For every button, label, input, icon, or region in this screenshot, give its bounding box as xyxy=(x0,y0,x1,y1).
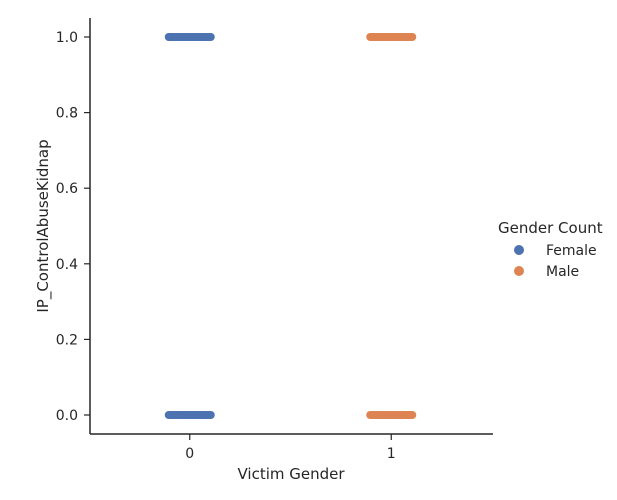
y-tick-label: 0.2 xyxy=(56,332,78,348)
data-point xyxy=(206,33,215,41)
y-axis-label: IP_ControlAbuseKidnap xyxy=(34,139,53,312)
legend-marker-female xyxy=(514,245,524,255)
y-tick-label: 1.0 xyxy=(56,30,78,46)
plot-area xyxy=(164,33,417,419)
x-tick-label: 0 xyxy=(185,446,194,462)
series-female xyxy=(164,33,215,419)
y-axis: 0.0 0.2 0.4 0.6 0.8 1.0 xyxy=(56,18,91,434)
y-tick-label: 0.8 xyxy=(56,106,78,122)
y-tick-label: 0.0 xyxy=(56,408,78,424)
data-point xyxy=(408,33,417,41)
x-tick-label: 1 xyxy=(387,446,396,462)
series-male xyxy=(366,33,417,419)
legend-title: Gender Count xyxy=(498,219,603,237)
data-point xyxy=(408,411,417,419)
y-tick-label: 0.6 xyxy=(56,181,78,197)
data-point xyxy=(206,411,215,419)
legend-marker-male xyxy=(514,266,524,276)
x-axis-label: Victim Gender xyxy=(237,465,345,483)
y-tick-label: 0.4 xyxy=(56,257,78,273)
legend-label-female: Female xyxy=(546,243,597,259)
legend: Gender Count Female Male xyxy=(498,219,603,280)
legend-label-male: Male xyxy=(546,264,579,280)
